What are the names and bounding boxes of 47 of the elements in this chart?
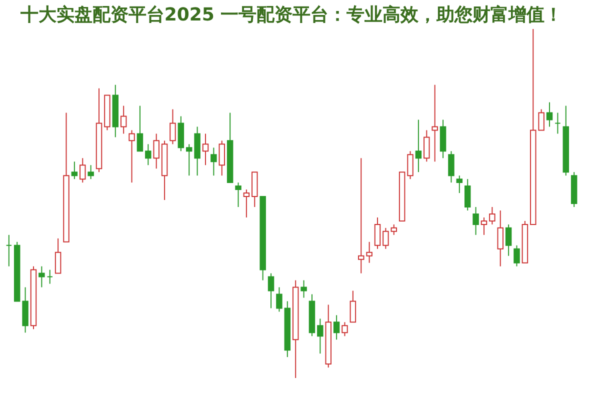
candlestick <box>235 182 242 208</box>
candlestick <box>432 84 438 162</box>
candlestick <box>38 266 45 288</box>
candlestick <box>54 238 62 274</box>
candlestick <box>6 234 12 267</box>
candlestick <box>300 280 307 298</box>
candlestick <box>554 112 561 134</box>
candlestick <box>382 227 389 250</box>
candlestick <box>136 105 144 152</box>
candlestick <box>448 150 454 184</box>
candlestick <box>342 322 348 337</box>
candlestick <box>546 102 553 128</box>
candlestick <box>415 119 422 173</box>
candlestick <box>202 133 209 166</box>
candlestick <box>497 210 504 267</box>
candlestick <box>374 216 381 250</box>
candlestick <box>46 269 53 284</box>
chart-title: 十大实盘配资平台2025 一号配资平台：专业高效，助您财富增值！ <box>19 4 563 26</box>
candlestick <box>472 206 479 236</box>
candlestick <box>80 158 86 184</box>
candlestick <box>350 290 356 323</box>
candlestick <box>366 241 372 264</box>
candlestick <box>505 224 512 256</box>
candlestick <box>71 161 78 180</box>
candlestick <box>424 130 430 162</box>
candlestick <box>390 224 398 236</box>
candlestick <box>128 130 135 184</box>
candlestick <box>120 105 127 134</box>
candlestick <box>145 144 152 166</box>
candlestick <box>243 189 250 218</box>
candlestick <box>480 216 488 236</box>
candlestick <box>218 140 225 176</box>
candlestick <box>464 178 471 211</box>
candlestick <box>170 108 176 145</box>
candlestick <box>489 206 496 225</box>
candlestick <box>186 144 192 176</box>
candlestick <box>276 286 282 312</box>
candlestick <box>268 272 274 309</box>
candlestick <box>153 133 160 170</box>
candlestick <box>88 164 94 180</box>
candlestick <box>407 150 414 180</box>
candlestick <box>358 158 364 274</box>
candlestick <box>210 147 217 176</box>
candlestick <box>333 314 340 340</box>
candlestick <box>317 318 324 354</box>
candlestick <box>514 244 520 267</box>
candlestick <box>456 175 463 194</box>
